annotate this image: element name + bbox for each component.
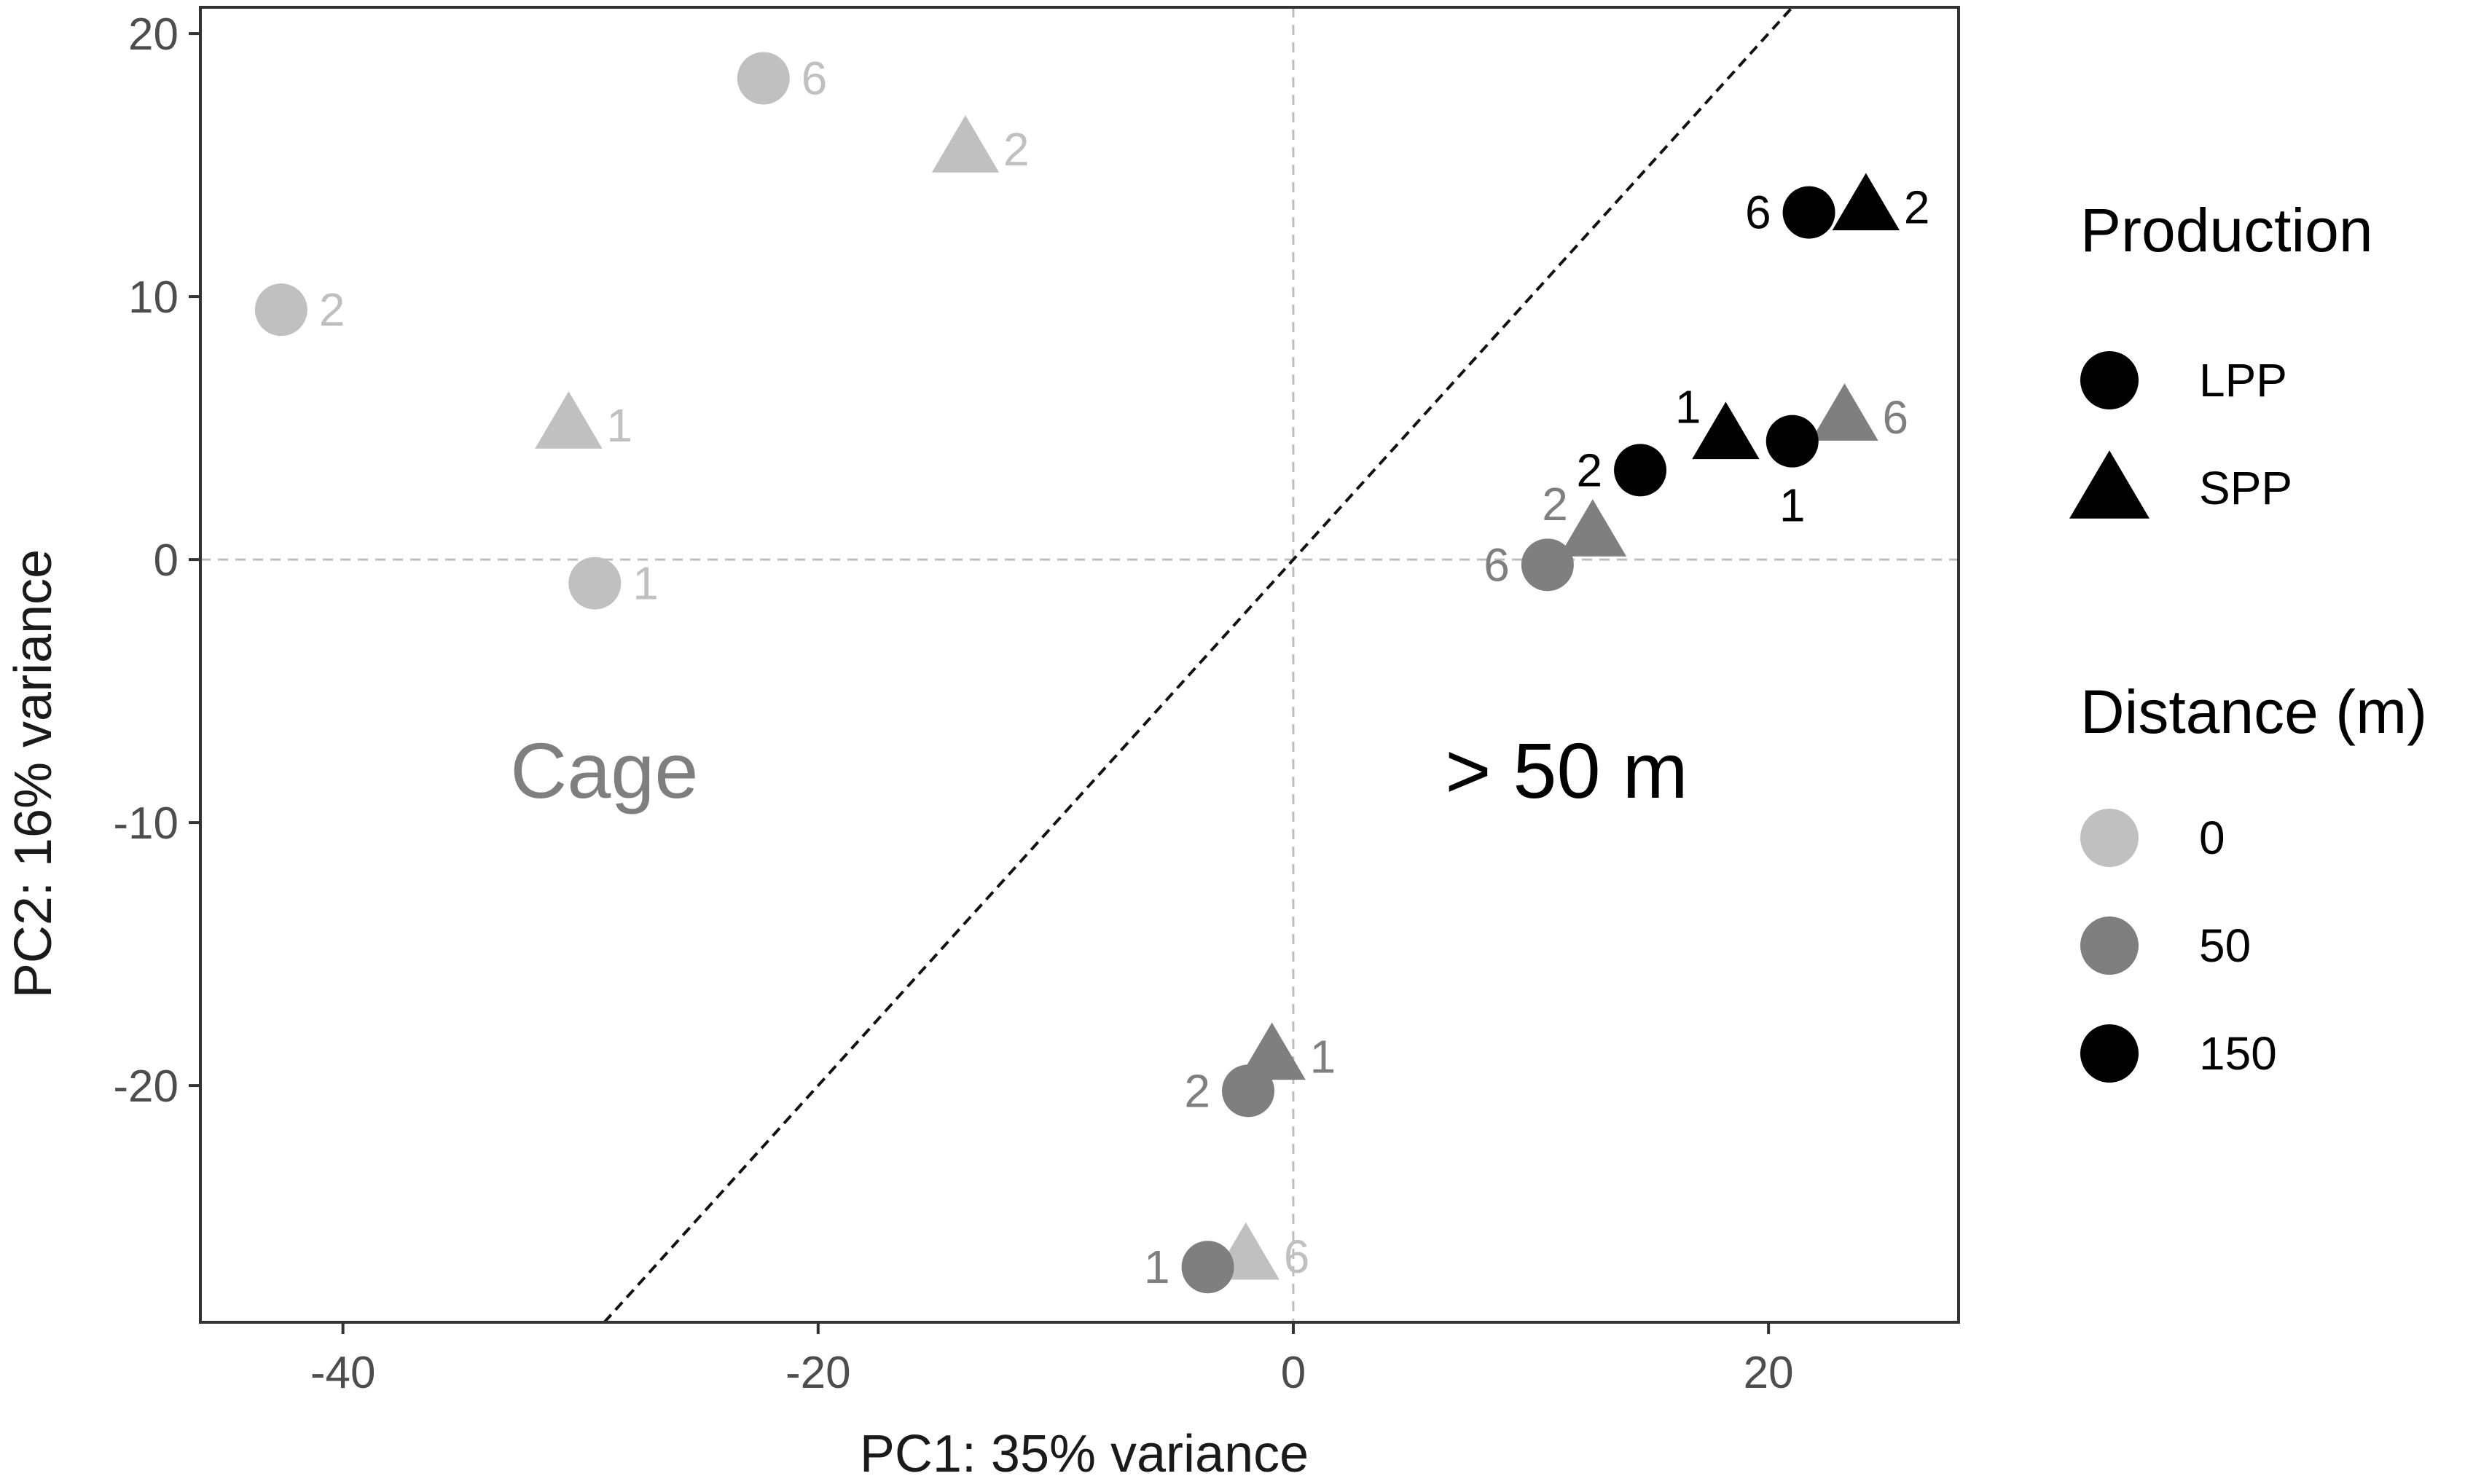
y-tick-label: 0 [154,535,179,586]
point-label: 1 [632,557,659,610]
point-label: 1 [1144,1241,1170,1293]
legend-distance-label: 50 [2199,919,2251,972]
data-point [1766,415,1819,468]
legend-color-symbol [2080,916,2139,975]
region-annotation: Cage [510,726,698,814]
legend: Production LPP SPP Distance (m) 0 50 150 [2069,196,2427,1083]
data-point [1222,1064,1275,1118]
data-point [931,115,1000,173]
y-tick-label: 10 [128,272,179,323]
point-label: 6 [1882,391,1908,444]
x-axis-ticks: -40 -20 0 20 [310,1322,1794,1398]
point-label: 2 [1184,1064,1210,1117]
y-tick-label: 20 [128,9,179,60]
data-point [1811,383,1878,441]
point-label: 2 [319,283,345,336]
legend-production-label: LPP [2199,354,2287,407]
legend-color-symbol [2080,1024,2139,1083]
y-tick-label: -10 [113,798,179,849]
point-label: 6 [802,52,828,104]
data-point [1782,186,1835,239]
point-label: 6 [1284,1230,1310,1283]
point-label: 6 [1484,538,1510,591]
x-tick-label: -40 [310,1348,376,1398]
legend-distance-label: 0 [2199,812,2225,864]
point-label: 1 [1779,479,1806,532]
data-point [1238,1022,1306,1080]
data-point [1521,538,1574,592]
legend-production-entries: LPP SPP [2069,351,2292,519]
point-label: 2 [1542,478,1568,530]
data-point [535,391,603,449]
region-annotations: Cage > 50 m [510,726,1688,814]
legend-distance-label: 150 [2199,1027,2277,1080]
point-label: 1 [606,399,632,452]
data-point [1559,499,1627,557]
legend-triangle-symbol [2069,450,2149,519]
point-label: 2 [1576,444,1602,496]
data-point [737,52,790,105]
data-point [1692,401,1760,460]
legend-distance-entries: 0 50 150 [2080,809,2277,1083]
data-point [568,557,622,610]
y-axis-ticks: 20 10 0 -10 -20 [113,9,200,1112]
y-tick-label: -20 [113,1061,179,1112]
legend-distance-title: Distance (m) [2080,678,2427,746]
point-label: 2 [1904,181,1930,233]
x-tick-label: -20 [785,1348,851,1398]
plot-panel-border [199,6,1960,1324]
point-label: 2 [1003,123,1030,176]
legend-production-title: Production [2080,196,2373,264]
point-label: 1 [1675,380,1701,433]
data-point [254,283,307,337]
x-tick-label: 0 [1281,1348,1306,1398]
data-point [1181,1241,1234,1294]
diagonal-divider-line [603,7,1794,1322]
legend-color-symbol [2080,809,2139,867]
point-label: 6 [1745,187,1771,239]
y-axis-label: PC2: 16% variance [4,549,63,998]
data-point [1614,444,1667,497]
region-annotation: > 50 m [1445,726,1688,814]
x-axis-label: PC1: 35% variance [860,1425,1309,1483]
reference-lines [200,7,1959,1322]
x-tick-label: 20 [1744,1348,1794,1398]
legend-circle-symbol [2080,351,2139,409]
data-points [254,52,1900,1294]
point-label: 1 [1310,1030,1336,1083]
legend-production-label: SPP [2199,462,2292,514]
data-point [1832,173,1900,231]
